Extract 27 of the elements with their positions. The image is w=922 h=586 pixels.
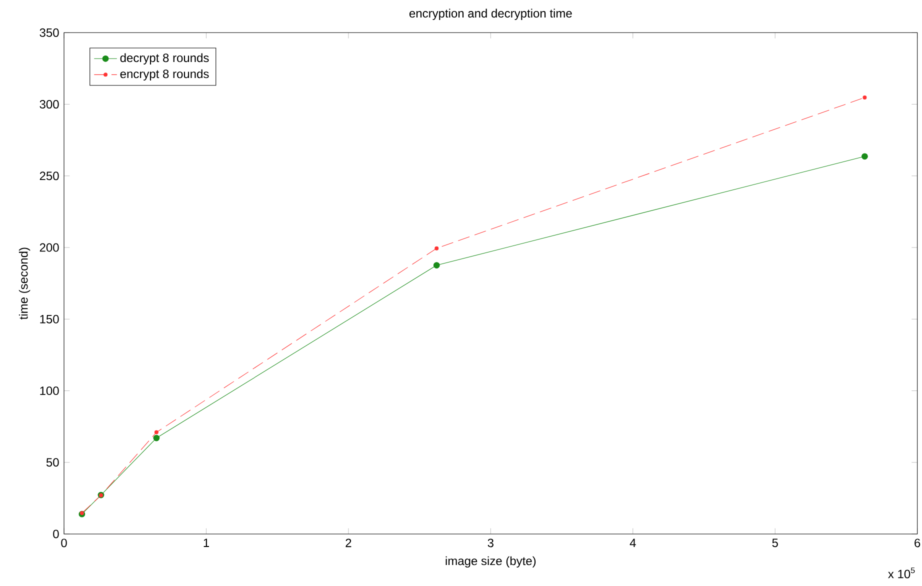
text: x 10$^{5}$ (888, 568, 915, 578)
y-tick-label: 200 (40, 243, 59, 252)
y-tick-label: 100 (40, 386, 59, 396)
x-tick-label: 6 (914, 538, 920, 548)
x-tick-label: 4 (630, 538, 636, 547)
x-tick-label: 3 (488, 538, 494, 548)
legend-label: encrypt 8 rounds (120, 69, 209, 81)
legend-label: decrypt 8 rounds (120, 53, 209, 64)
y-axis-title: time (second) (18, 248, 30, 320)
x-tick-label: 0 (61, 538, 67, 548)
point (433, 262, 440, 268)
y-tick-label: 50 (46, 458, 59, 467)
y-tick-label: 250 (40, 172, 59, 180)
y-tick-label: 350 (40, 28, 59, 37)
x-tick-label: 5 (772, 538, 778, 548)
y-tick-label: 300 (40, 100, 59, 109)
x-tick-label: 2 (346, 538, 352, 548)
point (434, 246, 439, 250)
point (862, 153, 868, 160)
x-axis-title: image size (byte) (446, 556, 536, 568)
chart-title: encryption and decryption time (409, 8, 572, 20)
y-tick-label: 150 (40, 314, 59, 324)
x-tick-label: 1 (204, 538, 209, 547)
point (153, 434, 160, 442)
y-tick-label: 0 (53, 530, 59, 538)
point (154, 430, 158, 434)
point (862, 96, 867, 100)
